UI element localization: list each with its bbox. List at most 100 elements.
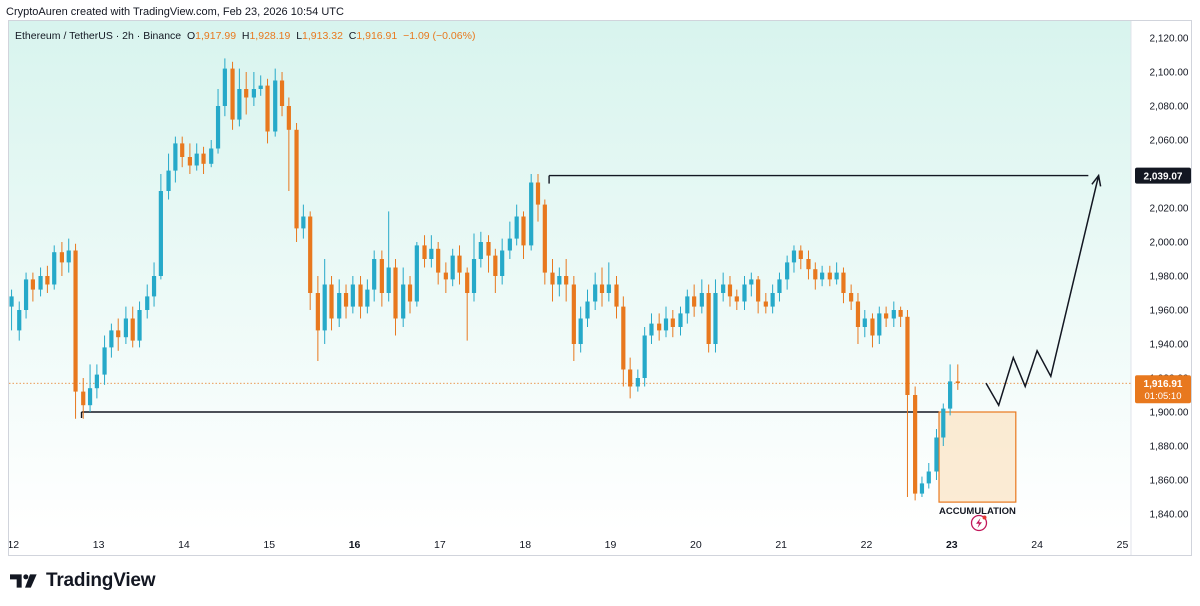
- candle-body: [414, 245, 419, 302]
- candle-body: [628, 369, 633, 387]
- candle: [244, 72, 249, 115]
- price-tick-label: 1,880.00: [1150, 442, 1189, 453]
- candle-body: [237, 89, 242, 120]
- candle-body: [443, 272, 448, 280]
- candle: [386, 211, 391, 302]
- candle-body: [841, 272, 846, 293]
- target-price-text: 2,039.07: [1144, 172, 1183, 183]
- candle-body: [849, 293, 854, 302]
- candle-body: [137, 310, 142, 341]
- candle: [870, 313, 875, 348]
- candle-body: [94, 374, 99, 389]
- candle-body: [358, 284, 363, 307]
- candle: [919, 476, 925, 497]
- countdown-text: 01:05:10: [1145, 391, 1182, 402]
- candle: [73, 243, 78, 419]
- low-value: 1,913.32: [302, 30, 343, 42]
- candle: [45, 265, 50, 293]
- candle: [606, 262, 611, 302]
- symbol-legend[interactable]: Ethereum / TetherUS · 2h · Binance O1,91…: [15, 30, 475, 42]
- candle: [258, 75, 263, 96]
- candle-body: [201, 153, 206, 164]
- candle-body: [350, 284, 355, 307]
- candle: [578, 306, 583, 353]
- candle-body: [557, 276, 562, 285]
- candle: [365, 279, 370, 314]
- candle-body: [749, 279, 754, 285]
- candle: [166, 153, 171, 200]
- candlestick-chart[interactable]: 2,120.002,100.002,080.002,060.002,040.00…: [9, 21, 1192, 556]
- candle: [66, 238, 71, 273]
- candle-body: [209, 148, 214, 164]
- candle: [422, 235, 427, 268]
- candle-body: [471, 259, 477, 293]
- candle-body: [593, 284, 598, 302]
- candle-body: [813, 269, 818, 280]
- candle-body: [429, 248, 434, 259]
- candle: [621, 296, 626, 387]
- candle-body: [721, 284, 726, 293]
- projection-arrowhead: [1091, 173, 1102, 187]
- candle-body: [301, 216, 306, 229]
- candle: [478, 231, 483, 268]
- tradingview-wordmark: TradingView: [46, 570, 156, 591]
- candle-body: [777, 279, 782, 293]
- candle-body: [478, 242, 483, 259]
- candle: [571, 276, 576, 361]
- candle: [905, 310, 910, 497]
- candle-body: [393, 267, 398, 319]
- chart-panel[interactable]: 2,120.002,100.002,080.002,060.002,040.00…: [8, 20, 1192, 556]
- candle-body: [9, 296, 14, 307]
- candle-body: [230, 68, 235, 120]
- candle: [827, 265, 832, 287]
- candle: [926, 463, 931, 489]
- candle: [343, 284, 349, 319]
- candle-body: [493, 255, 498, 276]
- candle-body: [215, 106, 221, 149]
- flash-icon-bolt: [976, 518, 982, 528]
- candle-body: [66, 250, 71, 263]
- candle: [934, 429, 939, 480]
- candle: [493, 248, 498, 293]
- price-tick-label: 2,080.00: [1150, 102, 1189, 113]
- price-axis[interactable]: 2,120.002,100.002,080.002,060.002,040.00…: [1150, 34, 1189, 521]
- tradingview-logo[interactable]: TradingView: [10, 570, 156, 592]
- candle-body: [507, 238, 512, 251]
- candle: [180, 136, 185, 168]
- candle-body: [657, 323, 662, 331]
- candle-body: [699, 293, 704, 307]
- candle-body: [877, 313, 882, 336]
- candle-body: [785, 262, 790, 280]
- candle: [87, 364, 93, 412]
- candle: [564, 259, 569, 302]
- candle: [649, 313, 654, 344]
- candle: [222, 58, 227, 117]
- candle-body: [379, 259, 384, 293]
- candle-body: [905, 316, 910, 395]
- candle-body: [713, 293, 718, 344]
- candle-body: [734, 296, 739, 302]
- candle-body: [521, 216, 526, 246]
- candle: [756, 276, 761, 314]
- candle: [94, 364, 99, 399]
- candle: [585, 289, 590, 327]
- candle-body: [535, 182, 541, 205]
- candle-body: [401, 284, 406, 319]
- candle: [414, 242, 419, 307]
- time-tick-label: 16: [349, 539, 361, 551]
- candle-body: [486, 242, 491, 256]
- candle: [749, 272, 754, 297]
- candle: [116, 318, 121, 351]
- candle: [209, 140, 214, 168]
- candle-body: [329, 284, 334, 319]
- candle: [877, 306, 882, 344]
- candle: [955, 364, 960, 390]
- candle: [763, 293, 768, 314]
- candle-body: [599, 284, 605, 293]
- candle: [151, 262, 157, 307]
- price-tick-label: 1,960.00: [1150, 306, 1189, 317]
- candle: [941, 403, 946, 446]
- candle-body: [898, 310, 903, 317]
- candle-body: [884, 313, 889, 319]
- time-axis[interactable]: 12 13 14 15 16 17 18 19 20 21 22 23 24 25: [9, 539, 1128, 551]
